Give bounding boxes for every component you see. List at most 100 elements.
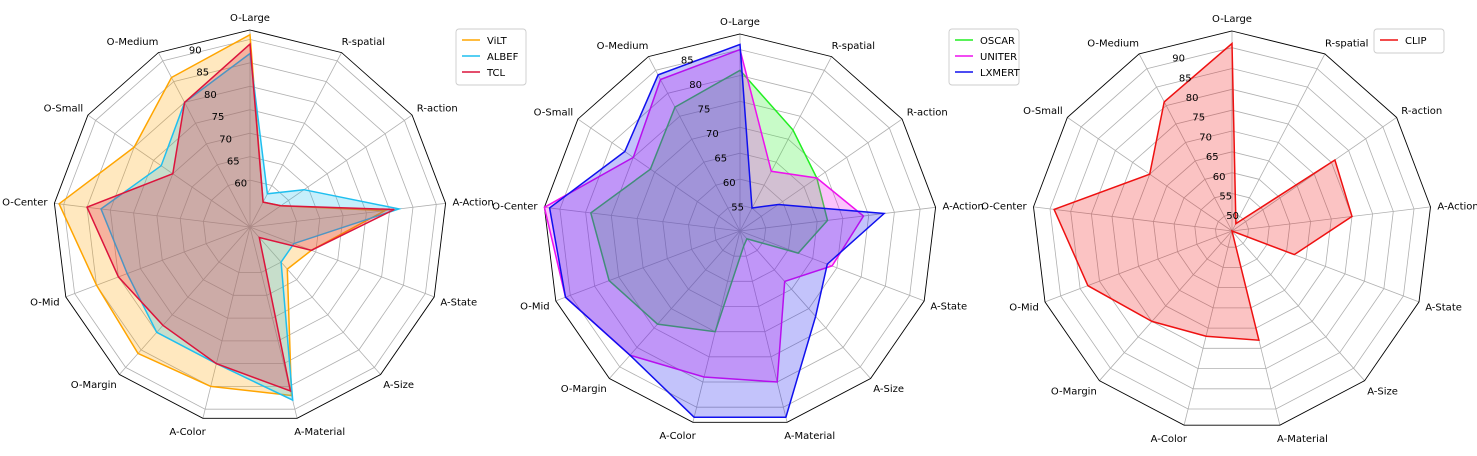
legend-label-tcl: TCL — [486, 68, 506, 79]
grid-ring — [610, 100, 870, 358]
axis-label-r-action: R-action — [907, 108, 948, 119]
series-area-vilt — [59, 34, 385, 396]
radial-tick-label: 50 — [1226, 211, 1239, 222]
grid-ring — [636, 126, 844, 333]
axis-label-r-spatial: R-spatial — [342, 37, 385, 48]
grid-spoke — [1099, 230, 1233, 381]
series-area-oscar — [590, 70, 828, 332]
series-area-lxmert — [549, 44, 885, 418]
axis-label-o-medium: O-Medium — [107, 37, 159, 48]
grid-spoke — [1231, 117, 1397, 232]
axis-label-o-small: O-Small — [1023, 106, 1063, 117]
grid-spoke — [577, 118, 741, 232]
radial-tick-label: 65 — [227, 156, 240, 167]
grid-spoke — [1033, 206, 1233, 232]
radial-tick-label: 60 — [723, 178, 736, 189]
series-area-tcl — [87, 44, 395, 391]
series-line-clip — [1053, 41, 1353, 342]
radar-chart-1: 60 65 70 75 80 85 90 O-Large R-spatial R-action A-… — [2, 13, 527, 438]
grid-spoke — [648, 56, 741, 232]
legend-label-vilt: ViLT — [487, 36, 508, 47]
axis-label-o-center: O-Center — [2, 198, 48, 209]
grid-ring — [1152, 151, 1312, 309]
series-line-oscar — [589, 69, 829, 333]
grid-ring — [1070, 68, 1394, 390]
axis-label-o-center: O-Center — [981, 201, 1027, 212]
legend-label-uniter: UNITER — [980, 52, 1017, 63]
grid-spoke — [739, 118, 903, 232]
radial-tick-label: 90 — [1172, 54, 1185, 65]
grid-spoke — [158, 52, 251, 228]
legend-label-lxmert: LXMERT — [980, 68, 1021, 79]
axis-label-o-large: O-Large — [230, 13, 270, 24]
axis-label-a-action: A-Action — [453, 198, 494, 209]
radial-tick-label: 55 — [731, 203, 744, 214]
grid-spoke — [87, 114, 251, 228]
radial-tick-label: 55 — [1219, 192, 1232, 203]
series-line-tcl — [85, 42, 395, 393]
grid-ring — [63, 38, 437, 410]
grid-ring — [585, 75, 895, 383]
axis-label-a-state: A-State — [930, 302, 967, 313]
radial-tick-label: 85 — [1179, 73, 1192, 84]
axis-label-a-action: A-Action — [1437, 201, 1477, 212]
axis-label-a-material: A-Material — [784, 431, 835, 442]
radar-frame — [543, 33, 937, 423]
grid-ring — [156, 132, 344, 319]
axis-label-r-action: R-action — [1401, 106, 1442, 117]
grid-spoke — [739, 230, 788, 423]
series-area-clip — [1054, 43, 1352, 341]
legend-box — [455, 28, 527, 86]
grid-ring — [86, 62, 414, 387]
axis-label-o-mid: O-Mid — [1009, 303, 1039, 314]
radar-frame — [1033, 30, 1431, 426]
radial-tick-label: 70 — [219, 134, 232, 145]
grid-ring — [1111, 109, 1353, 349]
grid-spoke — [249, 52, 342, 228]
legend-label-albef: ALBEF — [487, 52, 519, 63]
grid-spoke — [739, 230, 871, 379]
grid-spoke — [609, 230, 741, 379]
grid-ring — [1215, 213, 1249, 248]
axis-label-a-action: A-Action — [943, 202, 984, 213]
radial-tick-label: 70 — [1199, 132, 1212, 143]
radar-chart-3: 50 55 60 65 70 75 80 85 90 O-Large R-spatial R-acti… — [981, 14, 1477, 445]
grid-ring — [1194, 193, 1270, 268]
radial-tick-label: 60 — [234, 179, 247, 190]
grid-spoke — [249, 226, 381, 375]
grid-spoke — [1183, 230, 1233, 426]
radial-tick-label: 80 — [1186, 93, 1199, 104]
axis-label-o-medium: O-Medium — [597, 41, 649, 52]
radial-tick-label: 60 — [1213, 172, 1226, 183]
radial-tick-label: 75 — [212, 112, 225, 123]
axis-label-r-spatial: R-spatial — [832, 41, 875, 52]
axis-label-o-center: O-Center — [492, 202, 538, 213]
series-line-uniter — [543, 48, 865, 383]
series-line-albef — [100, 52, 402, 402]
axis-label-a-color: A-Color — [1151, 434, 1188, 445]
axis-label-a-state: A-State — [1425, 303, 1462, 314]
radial-tick-label: 75 — [1192, 113, 1205, 124]
radial-tick-label: 80 — [689, 80, 702, 91]
radial-tick-label: 80 — [204, 90, 217, 101]
grid-ring — [133, 109, 367, 342]
axis-label-o-medium: O-Medium — [1087, 38, 1139, 49]
axis-label-o-mid: O-Mid — [520, 302, 550, 313]
axis-label-a-size: A-Size — [1367, 386, 1398, 397]
radial-tick-label: 85 — [681, 55, 694, 66]
axis-label-o-small: O-Small — [44, 104, 84, 115]
radial-tick-label: 85 — [196, 68, 209, 79]
axis-label-o-margin: O-Margin — [71, 380, 117, 391]
legend-label-clip: CLIP — [1405, 36, 1427, 47]
grid-ring — [1049, 47, 1415, 410]
axis-label-o-margin: O-Margin — [561, 384, 607, 395]
legend-label-oscar: OSCAR — [980, 36, 1015, 47]
axis-label-a-color: A-Color — [169, 427, 206, 438]
axis-label-a-material: A-Material — [1277, 434, 1328, 445]
radar-chart-2: 55 60 65 70 75 80 85 O-Large R-spatial R-action A-… — [492, 17, 1021, 442]
grid-spoke — [119, 226, 251, 375]
series-area-albef — [101, 53, 399, 401]
grid-spoke — [544, 206, 741, 232]
grid-ring — [1132, 130, 1332, 329]
